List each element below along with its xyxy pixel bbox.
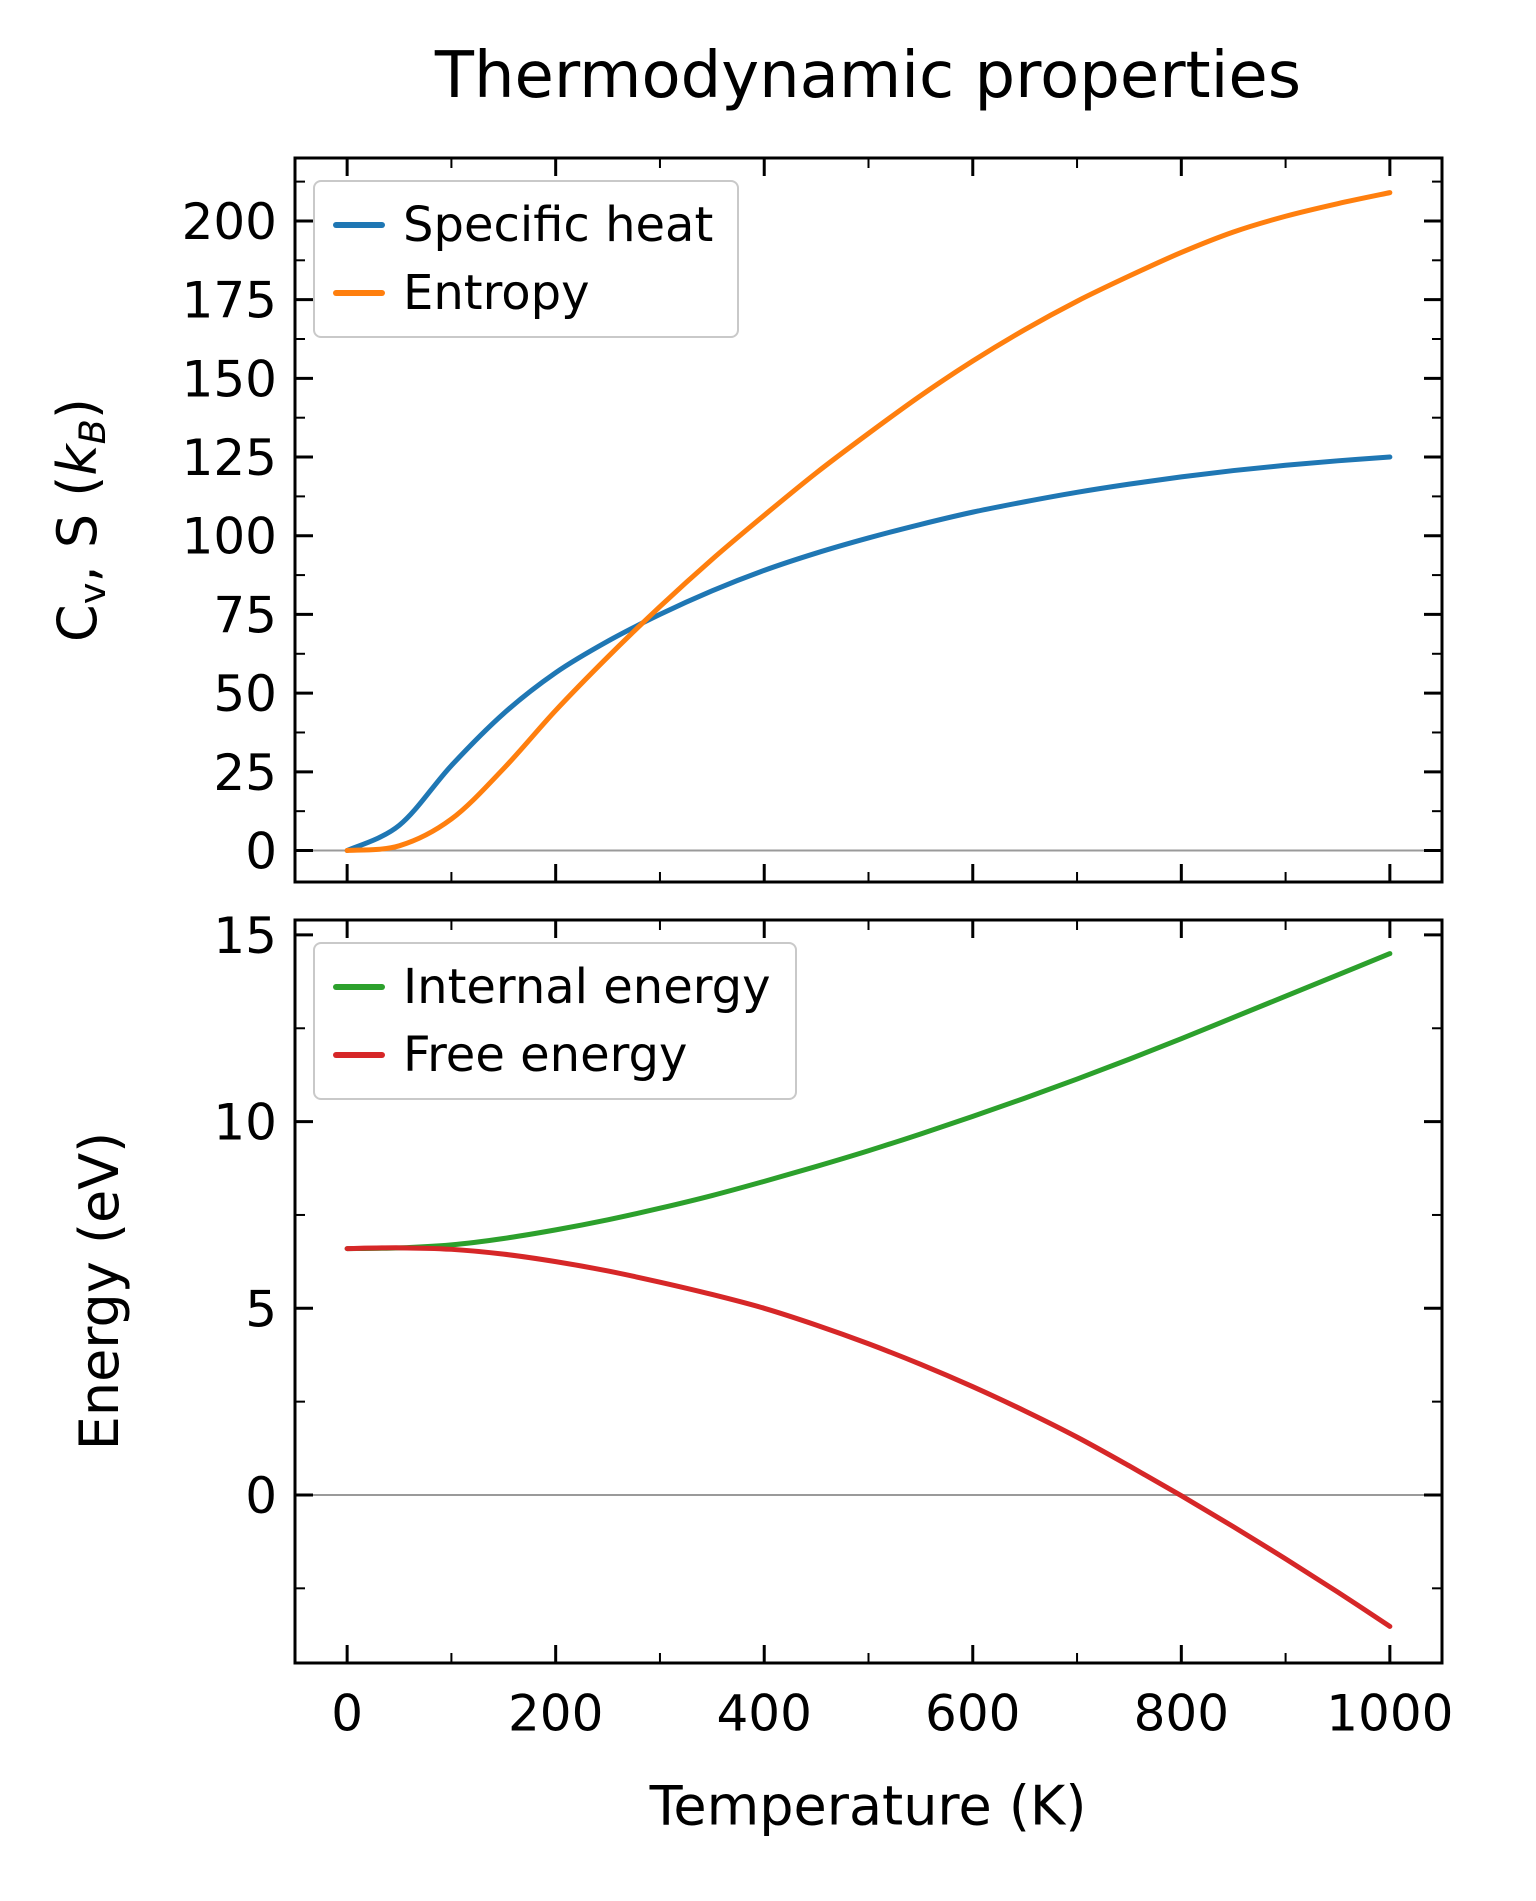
y-tick-label: 125 <box>182 429 277 487</box>
ylabel-segment: B <box>71 419 115 445</box>
legend-entry-entropy: Entropy <box>333 262 713 324</box>
ylabel-segment: v <box>71 582 115 605</box>
ylabel-segment: k <box>46 444 109 476</box>
x-tick-label: 1000 <box>1326 1685 1453 1743</box>
top-legend: Specific heat Entropy <box>313 180 740 338</box>
x-tick-label: 600 <box>925 1685 1020 1743</box>
x-tick-label: 800 <box>1134 1685 1229 1743</box>
legend-entry-specific-heat: Specific heat <box>333 194 713 256</box>
chart-title: Thermodynamic properties <box>434 39 1302 113</box>
y-tick-label: 75 <box>213 586 277 644</box>
legend-label-internal-energy: Internal energy <box>403 959 771 1015</box>
x-axis-label: Temperature (K) <box>649 1774 1087 1838</box>
y-tick-label: 50 <box>213 665 277 723</box>
top-y-axis-label: Cv, S (kB) <box>46 170 114 870</box>
specific-heat-line-swatch <box>333 222 385 228</box>
axis-ticks <box>295 920 1442 1663</box>
series-line-entropy <box>344 190 1393 854</box>
y-tick-label: 0 <box>245 1467 277 1525</box>
bottom-plot-canvas: 0 5 10 15 0 200 400 600 800 1000 <box>213 907 1453 1743</box>
free-energy-line-swatch <box>333 1052 385 1058</box>
legend-entry-internal-energy: Internal energy <box>333 956 771 1018</box>
legend-label-specific-heat: Specific heat <box>403 197 714 253</box>
y-tick-label: 0 <box>245 823 277 881</box>
x-tick-label: 200 <box>508 1685 603 1743</box>
series-line-internal-energy <box>344 951 1393 1252</box>
ylabel-segment: C <box>46 604 109 642</box>
y-tick-label: 150 <box>182 350 277 408</box>
y-tick-label: 175 <box>182 272 277 330</box>
internal-energy-line-swatch <box>333 984 385 990</box>
series-line-specific-heat <box>344 454 1393 854</box>
y-tick-label: 15 <box>213 907 277 965</box>
entropy-line-swatch <box>333 290 385 296</box>
ylabel-segment: ) <box>46 398 109 420</box>
y-tick-label: 5 <box>245 1280 277 1338</box>
legend-entry-free-energy: Free energy <box>333 1024 771 1086</box>
ylabel-segment: , S ( <box>46 475 109 583</box>
x-tick-label: 0 <box>331 1685 363 1743</box>
top-plot-canvas: 0 25 50 75 100 125 150 175 200 <box>182 156 1444 884</box>
y-tick-label: 25 <box>213 744 277 802</box>
series-line-free-energy <box>344 1245 1393 1629</box>
bottom-legend: Internal energy Free energy <box>313 942 797 1100</box>
axis-ticks <box>295 158 1442 882</box>
x-tick-label: 400 <box>717 1685 812 1743</box>
y-tick-label: 10 <box>213 1094 277 1152</box>
y-tick-label: 100 <box>182 508 277 566</box>
bottom-y-axis-label: Energy (eV) <box>68 1131 131 1451</box>
y-tick-label: 200 <box>182 193 277 251</box>
legend-label-free-energy: Free energy <box>403 1027 688 1083</box>
legend-label-entropy: Entropy <box>403 265 590 321</box>
